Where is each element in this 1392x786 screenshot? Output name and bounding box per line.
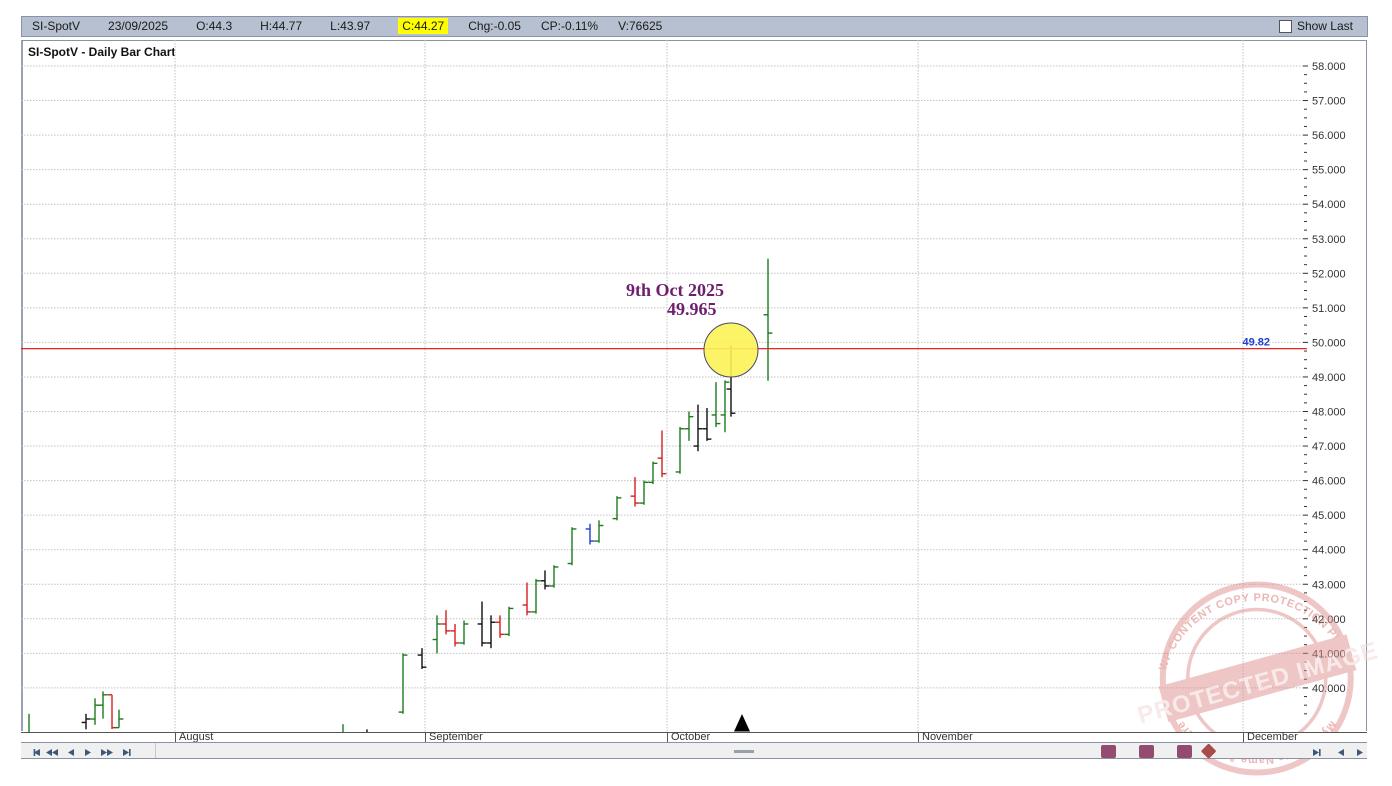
svg-text:40.000: 40.000 (1312, 683, 1346, 695)
svg-text:54.000: 54.000 (1312, 199, 1346, 211)
svg-text:56.000: 56.000 (1312, 130, 1346, 142)
svg-text:46.000: 46.000 (1312, 476, 1346, 488)
svg-text:44.000: 44.000 (1312, 545, 1346, 557)
svg-text:57.000: 57.000 (1312, 96, 1346, 108)
svg-text:51.000: 51.000 (1312, 303, 1346, 315)
svg-text:49.000: 49.000 (1312, 372, 1346, 384)
svg-text:49.965: 49.965 (667, 299, 717, 319)
svg-text:45.000: 45.000 (1312, 510, 1346, 522)
svg-text:48.000: 48.000 (1312, 407, 1346, 419)
svg-text:49.82: 49.82 (1242, 337, 1270, 349)
svg-text:50.000: 50.000 (1312, 337, 1346, 349)
svg-text:58.000: 58.000 (1312, 61, 1346, 73)
svg-text:53.000: 53.000 (1312, 234, 1346, 246)
svg-text:42.000: 42.000 (1312, 614, 1346, 626)
svg-text:47.000: 47.000 (1312, 441, 1346, 453)
svg-text:52.000: 52.000 (1312, 268, 1346, 280)
svg-text:43.000: 43.000 (1312, 579, 1346, 591)
svg-text:41.000: 41.000 (1312, 648, 1346, 660)
svg-text:9th Oct 2025: 9th Oct 2025 (626, 280, 724, 300)
svg-text:55.000: 55.000 (1312, 165, 1346, 177)
